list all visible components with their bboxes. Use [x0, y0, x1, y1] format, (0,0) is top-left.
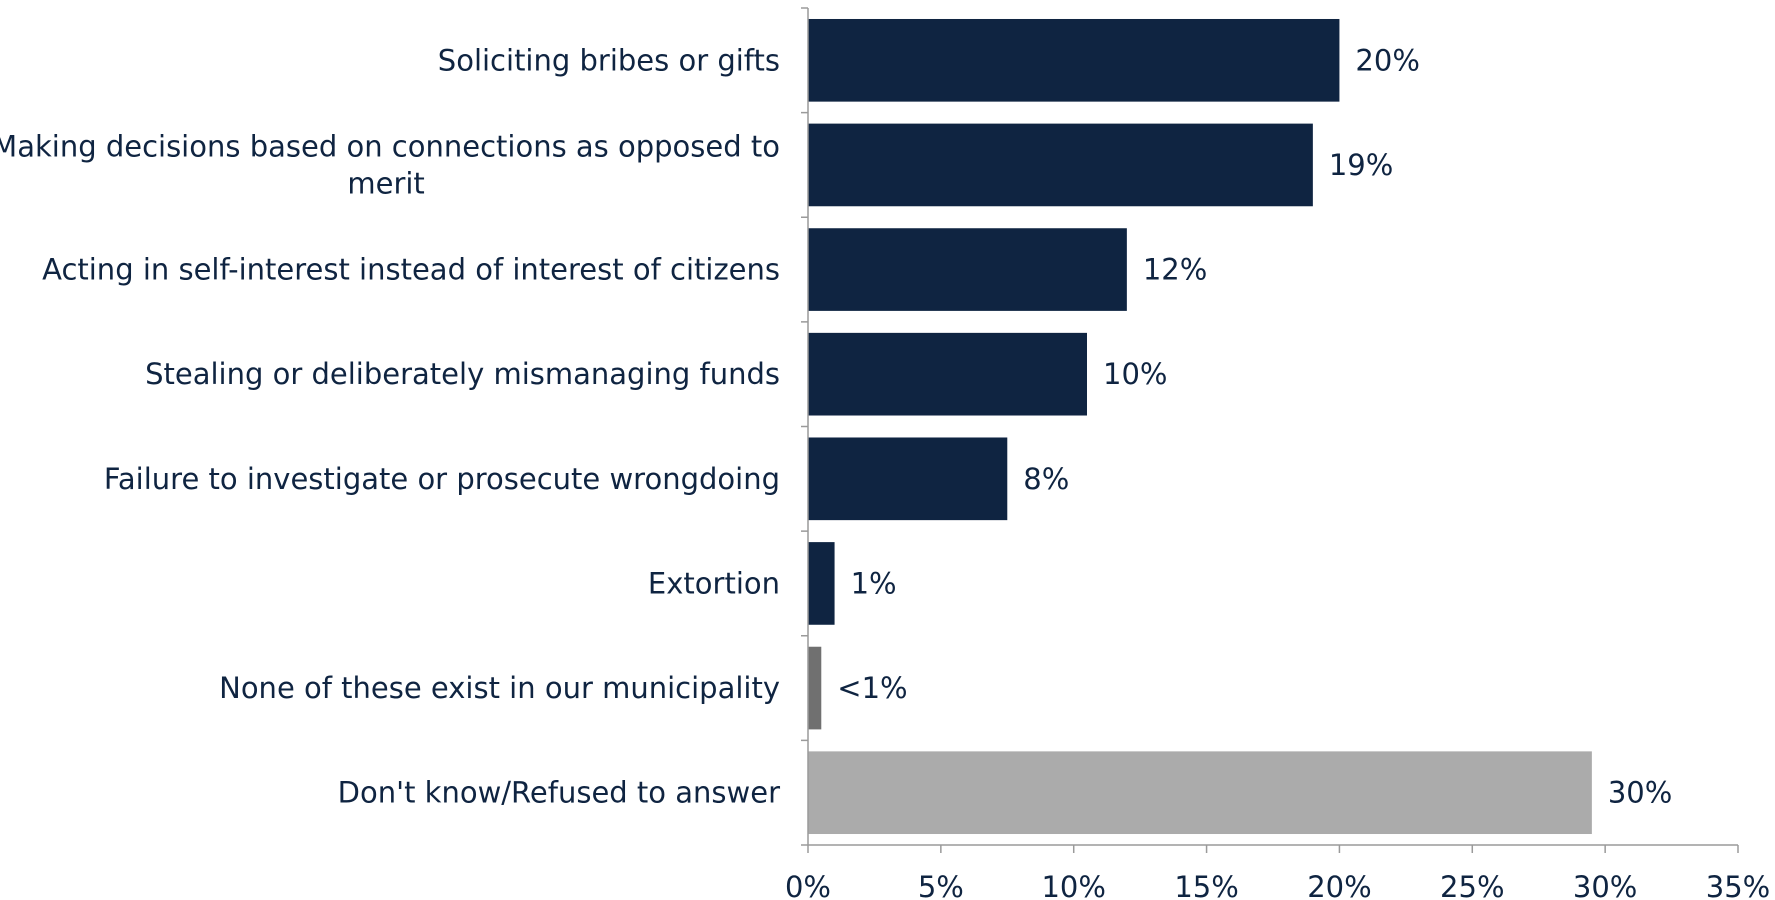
value-label: 10%: [1103, 357, 1167, 391]
bar: [808, 646, 822, 730]
x-tick-label: 30%: [1573, 870, 1637, 900]
bar: [808, 332, 1087, 416]
value-label: <1%: [837, 671, 907, 705]
category-label: Failure to investigate or prosecute wron…: [104, 462, 780, 496]
category-label: Making decisions based on connections as…: [0, 129, 780, 163]
x-tick-label: 15%: [1174, 870, 1238, 900]
category-label: Extortion: [648, 566, 780, 600]
bar: [808, 123, 1313, 207]
category-label: Stealing or deliberately mismanaging fun…: [145, 357, 780, 391]
value-labels-group: 20% 19% 12% 10% 8% 1% <1% 30%: [837, 43, 1672, 809]
category-label: None of these exist in our municipality: [219, 671, 780, 705]
x-tick-label: 25%: [1440, 870, 1504, 900]
bar: [808, 542, 835, 625]
category-label: Don't know/Refused to answer: [338, 776, 780, 810]
bar: [808, 437, 1008, 521]
value-label: 20%: [1355, 43, 1419, 77]
value-label: 8%: [1023, 462, 1069, 496]
bar: [808, 751, 1592, 835]
bar: [808, 18, 1340, 102]
category-label: Acting in self-interest instead of inter…: [42, 253, 780, 287]
x-tick-label: 20%: [1307, 870, 1371, 900]
value-label: 30%: [1608, 776, 1672, 810]
category-label: Soliciting bribes or gifts: [438, 43, 780, 77]
x-tick-label: 0%: [785, 870, 831, 900]
value-label: 12%: [1143, 253, 1207, 287]
y-axis-ticks-group: [801, 7, 808, 846]
bars-group: [808, 18, 1592, 835]
category-label: merit: [347, 166, 424, 200]
bar: [808, 228, 1127, 311]
value-label: 19%: [1329, 148, 1393, 182]
x-tick-label: 10%: [1041, 870, 1105, 900]
value-label: 1%: [851, 566, 897, 600]
x-tick-label: 5%: [918, 870, 964, 900]
x-axis-ticks-group: 0% 5% 10% 15% 20% 25% 30% 35%: [785, 845, 1770, 900]
category-labels-group: Soliciting bribes or gifts Making decisio…: [0, 43, 780, 809]
x-tick-label: 35%: [1706, 870, 1770, 900]
